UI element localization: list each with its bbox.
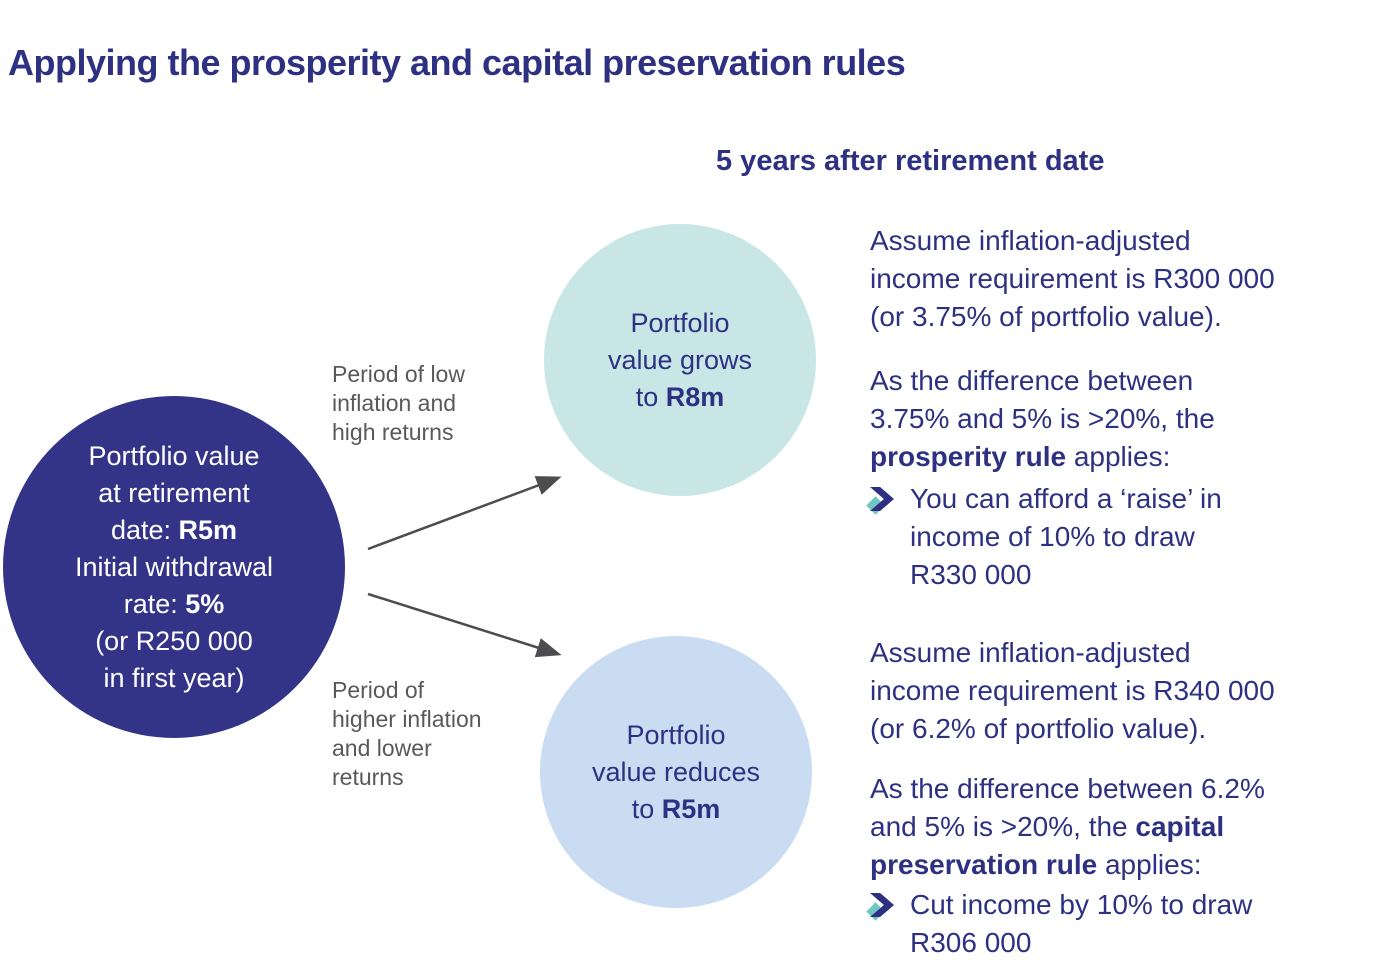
circle-text-line: Portfolio value: [88, 440, 260, 471]
prosperity-bullet-text: You can afford a ‘raise’ in income of 10…: [910, 483, 1222, 590]
capital-preservation-text-block: Assume inflation-adjusted income require…: [866, 634, 1376, 962]
period-higher-inflation-label: Period of higher inflation and lower ret…: [332, 677, 482, 790]
circle-text-line: Initial withdrawal: [74, 551, 274, 582]
circle-text-line: value reduces: [591, 756, 761, 787]
portfolio-reduces-circle: Portfolio value reduces to R5m: [540, 636, 812, 908]
portfolio-grows-circle: Portfolio value grows to R8m: [544, 224, 816, 496]
circle-text-line: Portfolio: [630, 307, 730, 338]
portfolio-at-retirement-circle: Portfolio value at retirement date: R5m …: [3, 396, 345, 738]
arrow-to-reduction: [367, 592, 562, 658]
capital-preservation-bullet: Cut income by 10% to draw R306 000: [866, 886, 1376, 962]
circle-text-line: (or R250 000: [95, 625, 253, 656]
circle-text-line: at retirement: [98, 477, 250, 508]
chevron-bullet-icon: [866, 485, 897, 517]
assume-income-paragraph: Assume inflation-adjusted income require…: [870, 637, 1275, 744]
arrow-to-growth: [367, 476, 562, 551]
section-heading-5-years: 5 years after retirement date: [716, 145, 1105, 177]
circle-text-line: Portfolio: [626, 719, 726, 750]
circle-text-line: to R8m: [635, 381, 725, 412]
page-title: Applying the prosperity and capital pres…: [8, 42, 906, 83]
assume-income-paragraph: Assume inflation-adjusted income require…: [870, 225, 1275, 332]
circle-text-line: rate: 5%: [123, 588, 225, 619]
prosperity-rule-text-block: Assume inflation-adjusted income require…: [866, 222, 1376, 594]
prosperity-bullet: You can afford a ‘raise’ in income of 10…: [866, 480, 1376, 594]
prosperity-rule-paragraph: As the difference between 3.75% and 5% i…: [870, 365, 1215, 472]
chevron-bullet-icon: [866, 891, 897, 923]
circle-text-line: date: R5m: [110, 514, 238, 545]
circle-text-line: value grows: [607, 344, 753, 375]
capital-preservation-paragraph: As the difference between 6.2% and 5% is…: [870, 773, 1265, 880]
capital-preservation-bullet-text: Cut income by 10% to draw R306 000: [910, 889, 1253, 958]
period-low-inflation-label: Period of low inflation and high returns: [332, 361, 465, 445]
circle-text-line: in first year): [103, 662, 245, 693]
circle-text-line: to R5m: [631, 793, 721, 824]
